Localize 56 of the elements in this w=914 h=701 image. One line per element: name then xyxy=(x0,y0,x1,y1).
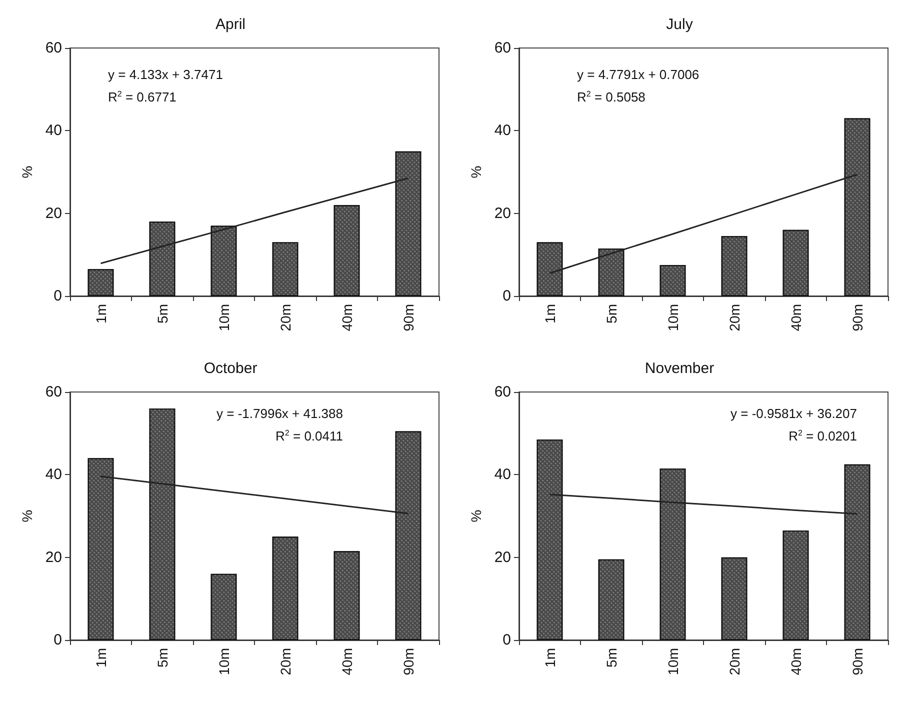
x-tick-label: 1m xyxy=(542,304,558,324)
line-series xyxy=(100,476,409,514)
y-tick-label: 60 xyxy=(45,40,62,56)
line-series xyxy=(549,174,858,274)
x-tick-label: 10m xyxy=(664,304,681,332)
y-tick-label: 60 xyxy=(45,384,62,400)
x-tick-label: 10m xyxy=(664,648,681,676)
y-tick-label: 60 xyxy=(494,384,511,400)
x-tick-label: 40m xyxy=(338,304,355,332)
annotation: y = 4.133x + 3.7471 xyxy=(108,67,223,82)
line-series xyxy=(549,494,858,515)
x-tick-label: 40m xyxy=(788,648,804,676)
x-tick-label: 40m xyxy=(338,648,355,676)
y-axis-title: % xyxy=(468,166,484,178)
y-tick-label: 20 xyxy=(45,548,62,566)
x-tick-label: 90m xyxy=(849,304,866,332)
y-tick-label: 40 xyxy=(494,466,511,484)
y-axis-title: % xyxy=(19,510,35,522)
x-tick-label: 5m xyxy=(603,648,620,668)
x-tick-label: 1m xyxy=(92,648,109,668)
y-tick-label: 20 xyxy=(494,204,511,222)
y-tick-label: 20 xyxy=(45,204,62,222)
x-tick-label: 1m xyxy=(542,648,558,668)
x-tick-label: 90m xyxy=(400,304,416,332)
x-tick-label: 20m xyxy=(726,648,742,676)
x-tick-label: 10m xyxy=(216,648,232,676)
line-series xyxy=(100,177,409,264)
annotation: y = 4.7791x + 0.7006 xyxy=(577,67,700,82)
y-tick-label: 0 xyxy=(502,288,511,304)
x-tick-label: 1m xyxy=(92,304,109,324)
chart-title: July xyxy=(666,16,694,33)
y-tick-label: 20 xyxy=(494,548,511,566)
x-tick-label: 90m xyxy=(849,648,866,676)
chart-title: October xyxy=(204,360,258,377)
y-tick-label: 0 xyxy=(54,632,62,648)
x-tick-label: 20m xyxy=(726,304,742,332)
x-tick-label: 20m xyxy=(277,304,294,332)
x-tick-label: 5m xyxy=(154,648,170,668)
x-tick-label: 40m xyxy=(788,304,804,332)
x-tick-label: 10m xyxy=(216,304,232,332)
annotation: y = -0.9581x + 36.207 xyxy=(730,406,857,421)
x-tick-label: 90m xyxy=(400,648,416,676)
y-axis-title: % xyxy=(468,510,484,522)
x-tick-label: 5m xyxy=(603,304,620,324)
chart-title: April xyxy=(215,16,246,33)
x-tick-label: 5m xyxy=(154,304,170,324)
y-tick-label: 0 xyxy=(502,632,511,648)
x-tick-label: 20m xyxy=(277,648,294,676)
y-tick-label: 40 xyxy=(45,466,62,484)
y-tick-label: 60 xyxy=(494,40,511,56)
y-tick-label: 0 xyxy=(54,288,62,304)
chart-title: November xyxy=(644,360,714,377)
y-axis-title: % xyxy=(19,166,35,178)
y-tick-label: 40 xyxy=(45,122,62,140)
annotation: y = -1.7996x + 41.388 xyxy=(216,406,343,421)
y-tick-label: 40 xyxy=(494,122,511,140)
